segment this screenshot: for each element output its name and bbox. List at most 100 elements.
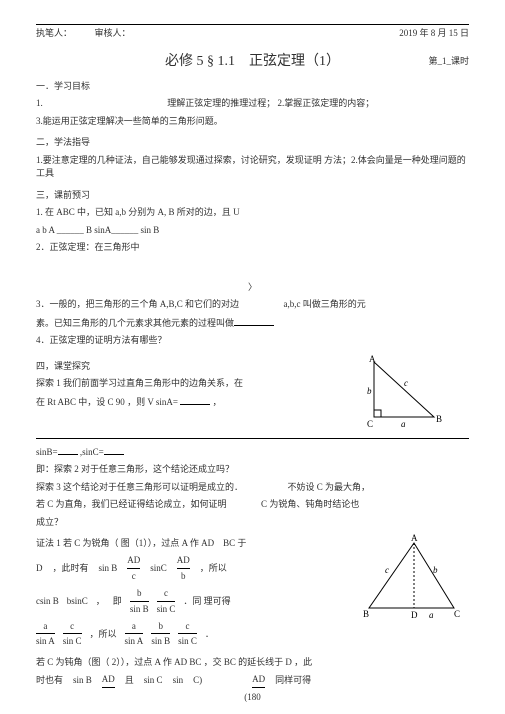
t: AD (201, 538, 214, 548)
t: sin C (178, 636, 197, 646)
s1-item1: 1. 理解正弦定理的推理过程； 2.掌握正弦定理的内容； (36, 97, 469, 111)
label-A: A (411, 533, 418, 543)
top-rule (36, 24, 469, 25)
t: AD (127, 553, 140, 568)
t: C (317, 482, 323, 492)
t: ，则 (127, 397, 145, 407)
t: sin C (144, 673, 163, 687)
t: sin B (130, 604, 149, 614)
label-b: b (367, 386, 372, 396)
chengli: 成立？ (36, 516, 469, 530)
section-4-head: 四，课堂探究 (36, 360, 349, 374)
t: sinC (150, 561, 167, 575)
label-a: a (401, 419, 406, 429)
t: c (157, 586, 176, 601)
s3-formula: a b A ______ B sinA______ sin B (36, 224, 469, 238)
t: sin B (151, 636, 170, 646)
t: sin A (36, 636, 55, 646)
t: U (233, 207, 240, 217)
section-1-head: 一．学习目标 (36, 80, 469, 94)
t: 在 (36, 397, 45, 407)
t: AD (177, 553, 190, 568)
deg-180: (180 (36, 691, 469, 705)
t: 证法 1 (36, 538, 61, 548)
t: 为直角，我们已经证得结论成立，如何证明 (56, 499, 227, 509)
t: ，所以 (90, 627, 117, 641)
t: 若 (36, 657, 45, 667)
t: AD (252, 672, 265, 687)
t: 不妨设 (288, 482, 315, 492)
t: 为钝角（图（ 2）），过点 (56, 657, 153, 667)
t: Rt ABC (47, 397, 76, 407)
t: BC (189, 657, 201, 667)
t: A (182, 538, 188, 548)
t: 中，已知 a,b 分别为 (77, 207, 155, 217)
acute-triangle-figure: A b c B D a C (359, 533, 469, 652)
t: sin B (99, 561, 118, 575)
t: ， (96, 594, 105, 608)
label-A: A (369, 354, 376, 364)
t: AD (174, 657, 187, 667)
t: sin B (73, 673, 92, 687)
t: 的延长线于 (238, 657, 283, 667)
header-row: 执笔人： 审核人： 2019 年 8 月 15 日 (36, 27, 469, 41)
t: C (261, 499, 267, 509)
label-C: C (367, 419, 373, 429)
t: A,B,C (160, 299, 183, 309)
t: bsinC (67, 594, 88, 608)
header-date: 2019 年 8 月 15 日 (399, 27, 469, 41)
divider (36, 438, 469, 439)
triangle-icon: A b c C a B (359, 352, 449, 432)
t: c (132, 571, 136, 581)
t: C (74, 538, 80, 548)
paren-mark: 〉 (36, 281, 469, 295)
s3-item2: 2．正弦定理：在三角形中 (36, 241, 469, 255)
t: sinB= (36, 447, 58, 457)
t: 中，设 (78, 397, 105, 407)
triangle-icon: A b c B D a C (359, 533, 464, 623)
t: sin C (157, 604, 176, 614)
t: a (125, 619, 144, 634)
t: c (178, 619, 197, 634)
proof-row: 证法 1 若 C 为锐角（ 图（1）），过点 A 作 AD BC 于 D ，此时… (36, 533, 469, 652)
label-c: c (404, 378, 408, 388)
course-code: 必修 5 § 1.1 (165, 54, 235, 69)
doc-title: 必修 5 § 1.1 正弦定理（1） 第_1_课时 (36, 51, 469, 72)
t: D (285, 657, 292, 667)
s1-item3: 3.能运用正弦定理解决一些简单的三角形问题。 (36, 115, 469, 129)
t: 为最大角， (325, 482, 370, 492)
t: ， (213, 397, 222, 407)
explore-row: 四，课堂探究 探索 1 我们前面学习过直角三角形中的边角关系，在 在 Rt AB… (36, 352, 469, 432)
t: ABC (56, 207, 75, 217)
t: 作 (190, 538, 199, 548)
s3-item3: 3．一般的，把三角形的三个角 A,B,C 和它们的对边 a,b,c 叫做三角形的… (36, 298, 469, 312)
t: 为锐角、钝角时结论也 (269, 499, 359, 509)
t: 1. 在 (36, 207, 54, 217)
t: ，交 (204, 657, 222, 667)
author-label: 执笔人： 审核人： (36, 27, 131, 41)
explore1: 探索 1 我们前面学习过直角三角形中的边角关系，在 (36, 377, 349, 391)
proof3: csin B bsinC ， 即 b sin B c sin C ．同 理可得 (36, 586, 349, 616)
t: 且 (125, 673, 134, 687)
t: 3．一般的，把三角形的三个角 (36, 299, 158, 309)
item-text2: 2.掌握正弦定理的内容； (278, 98, 375, 108)
t: 探索 3 这个结论对于任意三角形可以证明是成立的． (36, 482, 243, 492)
t: b (130, 586, 149, 601)
t: ，此时有 (53, 561, 89, 575)
lesson-number: 第_1_课时 (428, 55, 469, 69)
item-text: 理解正弦定理的推理过程； (167, 98, 275, 108)
t: a,b,c (284, 299, 301, 309)
proof1: 证法 1 若 C 为锐角（ 图（1）），过点 A 作 AD BC 于 (36, 536, 349, 550)
t: 同样可得 (275, 673, 311, 687)
label-c: c (385, 565, 389, 575)
proof7: 时也有 sin B AD 且 sin C sin C) AD 同样可得 (36, 672, 469, 687)
explore1b: 在 Rt ABC 中，设 C 90 ，则 V sinA= ， (36, 395, 349, 410)
t: 于 (237, 538, 246, 548)
t: b (151, 619, 170, 634)
t: AD (102, 672, 115, 687)
section-2-head: 二，学法指导 (36, 136, 469, 150)
explore2: 即：探索 2 对于任意三角形，这个结论还成立吗？ (36, 463, 469, 477)
explore3: 探索 3 这个结论对于任意三角形可以证明是成立的． 不妨设 C 为最大角， (36, 481, 469, 495)
t: 若 (63, 538, 72, 548)
t: 和它们的对边 (185, 299, 239, 309)
